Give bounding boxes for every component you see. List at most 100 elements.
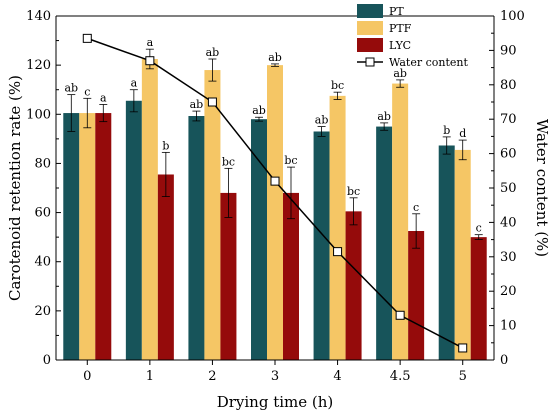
error-bar-pt-3	[255, 116, 263, 122]
legend-marker	[365, 57, 375, 67]
error-bar-ptf-0	[83, 97, 92, 129]
y2-tick-label: 100	[500, 9, 525, 24]
bar-lyc-3	[283, 192, 299, 360]
bar-lyc-2	[220, 192, 237, 360]
x-tick-label: 4.5	[390, 369, 411, 384]
y-tick-label: 80	[34, 156, 51, 171]
bar-pt-1	[125, 100, 142, 361]
legend-item-lyc: LYC	[357, 38, 411, 52]
error-bars-layer	[67, 48, 483, 249]
legend-swatch	[357, 38, 383, 52]
error-bar-lyc-0	[99, 104, 108, 123]
y2-tick-label: 20	[500, 284, 517, 299]
legend-label: LYC	[389, 39, 411, 52]
y-tick-label: 40	[34, 255, 51, 270]
error-bar-lyc-2	[224, 167, 233, 218]
error-bar-pt-5	[380, 122, 389, 131]
bar-lyc-6	[470, 237, 487, 360]
significance-label-ptf-0: c	[84, 85, 90, 98]
bar-pt-6	[438, 145, 455, 360]
error-bar-ptf-6	[458, 139, 467, 161]
y2-tick-label: 30	[500, 250, 517, 265]
bar-ptf-2	[204, 70, 221, 361]
legend-label: PT	[389, 5, 404, 18]
error-bar-pt-4	[317, 126, 326, 137]
y2-axis-title: Water content (%)	[533, 119, 550, 257]
legend-item-pt: PT	[357, 4, 404, 18]
legend-swatch	[357, 21, 383, 35]
error-bar-pt-6	[442, 136, 451, 155]
legend-swatch	[357, 4, 383, 18]
error-bar-lyc-1	[161, 151, 170, 198]
bar-ptf-5	[392, 83, 409, 361]
bar-pt-0	[63, 113, 80, 360]
x-tick-label: 5	[459, 369, 467, 384]
error-bar-pt-1	[129, 89, 138, 113]
significance-label-ptf-1: a	[147, 36, 154, 49]
bar-lyc-4	[345, 211, 362, 360]
y2-tick-label: 50	[500, 181, 517, 196]
significance-label-lyc-3: bc	[284, 154, 297, 167]
y2-tick-label: 90	[500, 43, 517, 58]
significance-label-pt-0: ab	[64, 82, 78, 95]
y2-tick-label: 0	[500, 353, 508, 368]
water-content-marker-3	[270, 176, 280, 186]
error-bar-lyc-5	[412, 213, 421, 249]
y-axis-title: Carotenoid retention rate (%)	[6, 75, 24, 301]
legend-label: PTF	[389, 22, 412, 35]
error-bar-lyc-4	[349, 197, 358, 226]
significance-label-ptf-5: ab	[393, 67, 407, 80]
significance-label-lyc-0: a	[100, 91, 107, 104]
bar-ptf-1	[141, 59, 158, 360]
significance-label-lyc-1: b	[162, 139, 169, 152]
bar-ptf-4	[329, 95, 346, 360]
error-bar-ptf-3	[271, 63, 279, 67]
significance-label-lyc-6: c	[476, 222, 482, 235]
significance-label-ptf-3: ab	[268, 51, 282, 64]
bar-ptf-0	[79, 113, 96, 360]
y2-tick-label: 80	[500, 78, 517, 93]
bar-pt-4	[313, 131, 330, 360]
significance-label-pt-5: ab	[377, 110, 391, 123]
y-tick-label: 20	[34, 304, 51, 319]
x-tick-label: 3	[271, 369, 279, 384]
error-bar-pt-2	[192, 110, 201, 122]
error-bar-pt-0	[67, 94, 76, 132]
legend-label: Water content	[389, 56, 468, 69]
legend: PT PTF LYC Water content	[357, 4, 468, 69]
significance-label-pt-6: b	[443, 124, 450, 137]
bar-lyc-5	[408, 231, 425, 360]
bars-layer	[63, 59, 487, 361]
water-content-marker-0	[82, 33, 92, 43]
water-content-marker-1	[145, 56, 155, 66]
significance-label-ptf-6: d	[459, 127, 466, 140]
error-bar-lyc-3	[287, 166, 295, 220]
axes-layer: 0204060801001201400102030405060708090100…	[26, 9, 525, 384]
y-tick-label: 140	[26, 9, 51, 24]
error-bar-ptf-5	[396, 79, 405, 88]
legend-item-ptf: PTF	[357, 21, 412, 35]
error-bar-lyc-6	[474, 234, 483, 241]
y-tick-label: 0	[43, 353, 51, 368]
y-tick-label: 100	[26, 107, 51, 122]
y2-tick-label: 70	[500, 112, 517, 127]
significance-label-ptf-4: bc	[331, 79, 344, 92]
bar-pt-5	[376, 126, 393, 360]
x-tick-label: 4	[333, 369, 341, 384]
x-tick-label: 0	[83, 369, 91, 384]
water-content-line-layer	[82, 33, 468, 353]
significance-label-pt-2: ab	[190, 98, 204, 111]
significance-label-pt-4: ab	[315, 114, 329, 127]
significance-label-lyc-2: bc	[222, 155, 235, 168]
bar-pt-3	[251, 119, 267, 360]
water-content-marker-6	[458, 343, 468, 353]
water-content-marker-4	[333, 247, 343, 257]
water-content-marker-2	[207, 97, 217, 107]
bar-ptf-6	[454, 149, 471, 360]
y-tick-label: 120	[26, 58, 51, 73]
bar-ptf-3	[267, 65, 283, 361]
error-bar-ptf-2	[208, 58, 217, 82]
